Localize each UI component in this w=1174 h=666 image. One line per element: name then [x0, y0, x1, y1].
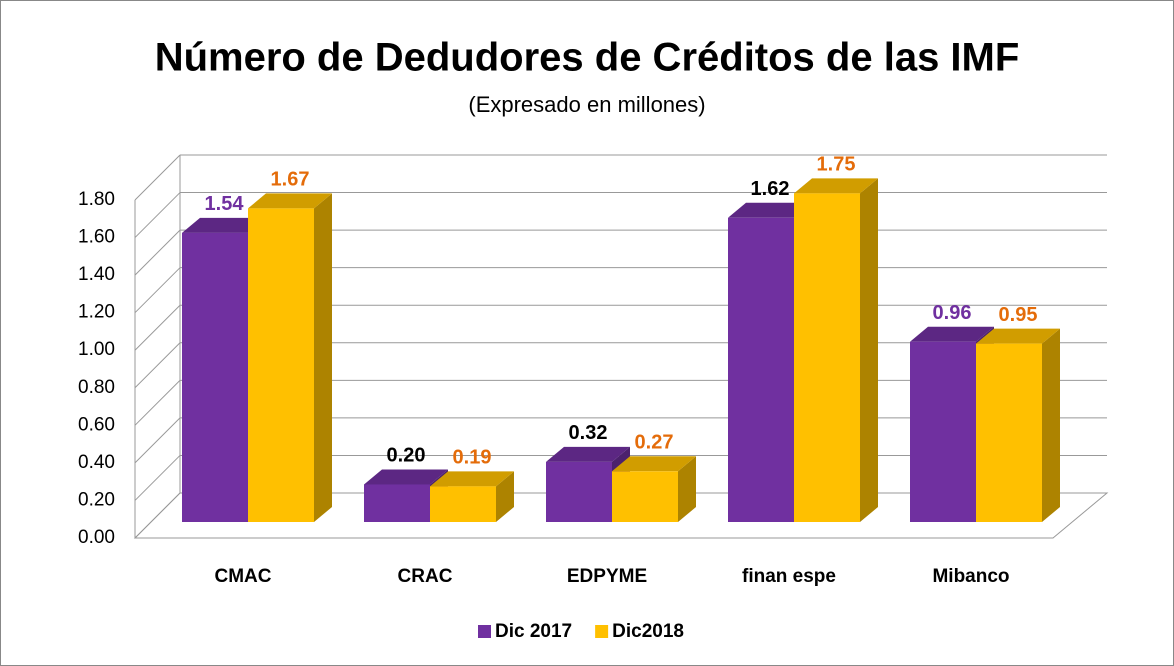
y-tick-label: 1.20 — [78, 302, 115, 323]
x-tick-label: CRAC — [398, 566, 453, 587]
grid-line-side — [134, 267, 181, 314]
chart-title: Número de Dedudores de Créditos de las I… — [155, 36, 1020, 80]
bar — [182, 232, 248, 523]
bar-side — [860, 178, 878, 522]
bar-side — [496, 471, 514, 522]
y-tick-label: 0.40 — [78, 452, 115, 473]
value-label: 0.96 — [933, 302, 972, 324]
y-tick-label: 1.80 — [78, 189, 115, 210]
grid-line-side — [134, 342, 181, 389]
legend-label: Dic 2017 — [495, 621, 572, 642]
y-tick-label: 0.00 — [78, 527, 115, 548]
x-tick-label: Mibanco — [932, 566, 1009, 587]
grid-line-side — [134, 379, 181, 426]
y-tick-label: 0.20 — [78, 489, 115, 510]
y-tick-label: 1.00 — [78, 339, 115, 360]
bar-top — [546, 446, 630, 462]
value-label: 1.62 — [751, 178, 790, 200]
y-tick-label: 0.60 — [78, 414, 115, 435]
bar — [794, 193, 860, 522]
bar — [546, 461, 612, 522]
x-tick-label: EDPYME — [567, 566, 647, 587]
bar — [430, 486, 496, 522]
value-label: 0.19 — [453, 447, 492, 469]
bar-top — [612, 456, 696, 472]
y-tick-label: 1.40 — [78, 264, 115, 285]
bar-top — [430, 471, 514, 487]
bar-side — [314, 193, 332, 522]
value-label: 0.20 — [387, 445, 426, 467]
bar-top — [910, 326, 994, 342]
grid-line-side — [134, 304, 181, 351]
bar-side — [678, 456, 696, 522]
x-tick-label: finan espe — [742, 566, 836, 587]
y-tick-label: 1.60 — [78, 227, 115, 248]
bar — [248, 208, 314, 522]
grid-line-side — [134, 229, 181, 276]
bar-top — [976, 328, 1060, 344]
value-label: 1.75 — [817, 154, 856, 176]
legend-label: Dic2018 — [612, 621, 684, 642]
bar-top — [728, 202, 812, 218]
grid-line-side — [134, 492, 181, 539]
value-label: 0.27 — [635, 432, 674, 454]
value-label: 1.67 — [271, 169, 310, 191]
value-label: 0.32 — [569, 422, 608, 444]
value-label: 0.95 — [999, 304, 1038, 326]
value-label: 1.54 — [205, 193, 245, 215]
bar — [612, 471, 678, 522]
y-tick-label: 0.80 — [78, 377, 115, 398]
bar — [728, 217, 794, 523]
bar-top — [794, 178, 878, 194]
bar-top — [182, 217, 266, 233]
legend-swatch — [478, 625, 491, 638]
grid-line-side — [134, 192, 181, 238]
grid-line-side — [134, 455, 181, 501]
bar — [976, 343, 1042, 522]
bar-side — [1042, 328, 1060, 522]
bar-top — [364, 469, 448, 485]
bar — [910, 341, 976, 522]
bar — [364, 484, 430, 522]
grid-line-side — [134, 154, 181, 201]
x-tick-label: CMAC — [215, 566, 272, 587]
chart-subtitle: (Expresado en millones) — [468, 92, 705, 117]
legend-swatch — [595, 625, 609, 638]
grid-line-side — [134, 417, 181, 464]
bar-top — [248, 193, 332, 209]
